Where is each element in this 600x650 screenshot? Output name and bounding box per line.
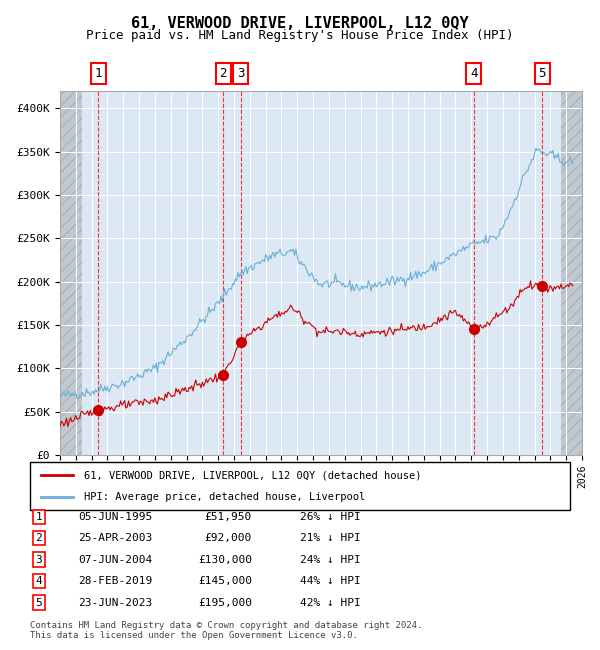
Text: 2: 2 — [220, 67, 227, 80]
Text: 26% ↓ HPI: 26% ↓ HPI — [300, 512, 361, 522]
Text: £130,000: £130,000 — [198, 554, 252, 565]
Text: 61, VERWOOD DRIVE, LIVERPOOL, L12 0QY: 61, VERWOOD DRIVE, LIVERPOOL, L12 0QY — [131, 16, 469, 31]
Text: 3: 3 — [35, 554, 43, 565]
Text: 5: 5 — [35, 597, 43, 608]
Text: 05-JUN-1995: 05-JUN-1995 — [78, 512, 152, 522]
Text: 4: 4 — [470, 67, 478, 80]
FancyBboxPatch shape — [30, 462, 570, 510]
Text: 23-JUN-2023: 23-JUN-2023 — [78, 597, 152, 608]
Text: 21% ↓ HPI: 21% ↓ HPI — [300, 533, 361, 543]
Text: 61, VERWOOD DRIVE, LIVERPOOL, L12 0QY (detached house): 61, VERWOOD DRIVE, LIVERPOOL, L12 0QY (d… — [84, 470, 421, 480]
Text: 3: 3 — [237, 67, 245, 80]
Text: 4: 4 — [35, 576, 43, 586]
Text: 07-JUN-2004: 07-JUN-2004 — [78, 554, 152, 565]
Text: 5: 5 — [538, 67, 546, 80]
Text: 25-APR-2003: 25-APR-2003 — [78, 533, 152, 543]
Text: £195,000: £195,000 — [198, 597, 252, 608]
Bar — [60, 91, 82, 455]
Text: 1: 1 — [95, 67, 102, 80]
Text: 42% ↓ HPI: 42% ↓ HPI — [300, 597, 361, 608]
Text: Contains HM Land Registry data © Crown copyright and database right 2024.
This d: Contains HM Land Registry data © Crown c… — [30, 621, 422, 640]
Bar — [561, 91, 582, 455]
Text: 2: 2 — [35, 533, 43, 543]
Text: 28-FEB-2019: 28-FEB-2019 — [78, 576, 152, 586]
Text: 1: 1 — [35, 512, 43, 522]
Text: 24% ↓ HPI: 24% ↓ HPI — [300, 554, 361, 565]
Text: £145,000: £145,000 — [198, 576, 252, 586]
Text: £92,000: £92,000 — [205, 533, 252, 543]
Text: 44% ↓ HPI: 44% ↓ HPI — [300, 576, 361, 586]
Text: HPI: Average price, detached house, Liverpool: HPI: Average price, detached house, Live… — [84, 491, 365, 502]
Text: Price paid vs. HM Land Registry's House Price Index (HPI): Price paid vs. HM Land Registry's House … — [86, 29, 514, 42]
Text: £51,950: £51,950 — [205, 512, 252, 522]
